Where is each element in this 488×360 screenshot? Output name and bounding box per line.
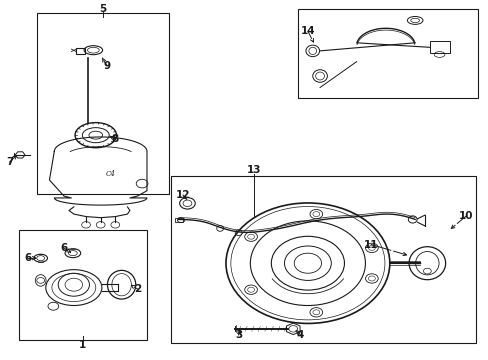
Bar bbox=[298, 9, 477, 98]
Bar bbox=[19, 230, 147, 339]
Bar bbox=[37, 13, 168, 194]
Text: 5: 5 bbox=[99, 4, 106, 14]
Text: 9: 9 bbox=[103, 61, 110, 71]
Text: 12: 12 bbox=[176, 190, 190, 200]
Text: 10: 10 bbox=[458, 211, 473, 221]
Text: 4: 4 bbox=[296, 330, 304, 340]
Text: 3: 3 bbox=[235, 330, 242, 340]
Text: 14: 14 bbox=[300, 26, 315, 36]
Bar bbox=[171, 176, 475, 343]
Text: 1: 1 bbox=[79, 340, 86, 350]
Text: 8: 8 bbox=[111, 134, 119, 144]
Bar bbox=[429, 41, 449, 53]
Text: 11: 11 bbox=[363, 239, 378, 249]
Text: 6: 6 bbox=[24, 253, 31, 263]
Bar bbox=[76, 48, 85, 54]
Bar bbox=[175, 218, 183, 222]
Text: 13: 13 bbox=[246, 165, 261, 175]
Text: C4: C4 bbox=[105, 170, 115, 177]
Text: 6: 6 bbox=[61, 243, 67, 253]
Text: 7: 7 bbox=[6, 157, 13, 167]
Text: 2: 2 bbox=[134, 284, 142, 294]
